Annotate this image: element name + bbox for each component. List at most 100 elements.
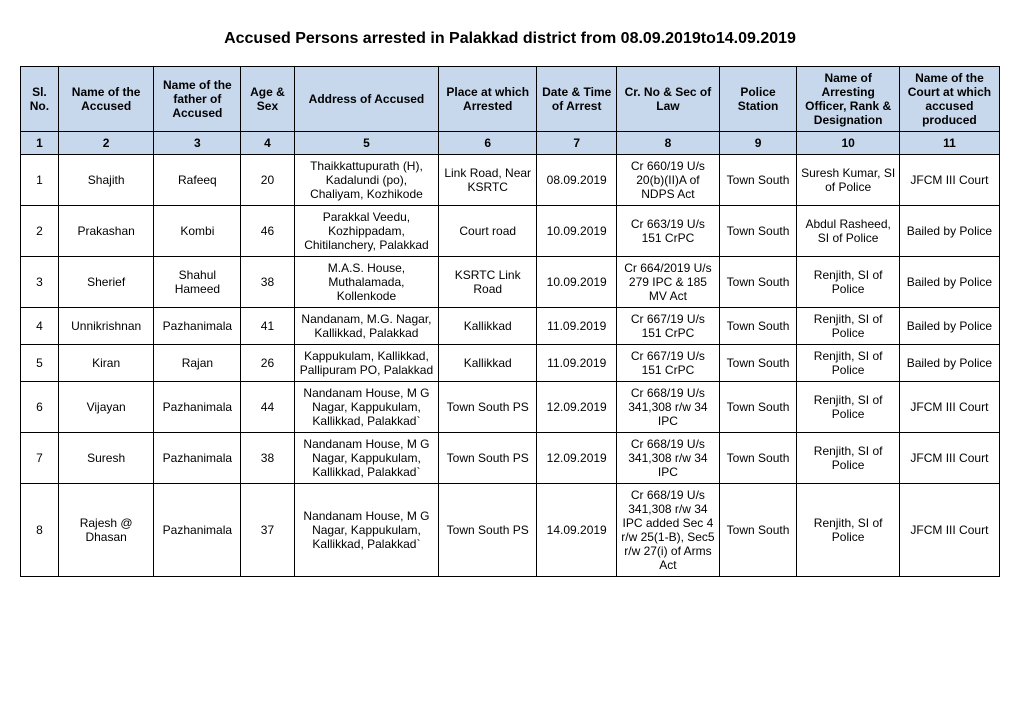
cell-sl: 6 bbox=[21, 382, 59, 433]
col-ps: Police Station bbox=[719, 67, 797, 132]
cell-ps: Town South bbox=[719, 484, 797, 577]
cell-age: 38 bbox=[241, 257, 294, 308]
cell-officer: Abdul Rasheed, SI of Police bbox=[797, 206, 899, 257]
cell-court: Bailed by Police bbox=[899, 257, 999, 308]
cell-date: 14.09.2019 bbox=[537, 484, 617, 577]
colnum: 8 bbox=[617, 132, 719, 155]
cell-sl: 1 bbox=[21, 155, 59, 206]
table-row: 8Rajesh @ DhasanPazhanimala37Nandanam Ho… bbox=[21, 484, 1000, 577]
header-row: Sl. No. Name of the Accused Name of the … bbox=[21, 67, 1000, 132]
col-name: Name of the Accused bbox=[58, 67, 154, 132]
cell-ps: Town South bbox=[719, 155, 797, 206]
cell-sl: 8 bbox=[21, 484, 59, 577]
cell-age: 20 bbox=[241, 155, 294, 206]
cell-sl: 5 bbox=[21, 345, 59, 382]
cell-court: Bailed by Police bbox=[899, 345, 999, 382]
cell-father: Pazhanimala bbox=[154, 484, 241, 577]
cell-crno: Cr 667/19 U/s 151 CrPC bbox=[617, 345, 719, 382]
cell-court: Bailed by Police bbox=[899, 308, 999, 345]
cell-age: 38 bbox=[241, 433, 294, 484]
cell-crno: Cr 668/19 U/s 341,308 r/w 34 IPC added S… bbox=[617, 484, 719, 577]
cell-father: Kombi bbox=[154, 206, 241, 257]
cell-officer: Renjith, SI of Police bbox=[797, 382, 899, 433]
cell-date: 12.09.2019 bbox=[537, 382, 617, 433]
table-row: 3SheriefShahul Hameed38M.A.S. House, Mut… bbox=[21, 257, 1000, 308]
cell-ps: Town South bbox=[719, 257, 797, 308]
table-row: 2PrakashanKombi46Parakkal Veedu, Kozhipp… bbox=[21, 206, 1000, 257]
cell-addr: Nandanam House, M G Nagar, Kappukulam, K… bbox=[294, 433, 439, 484]
col-date: Date & Time of Arrest bbox=[537, 67, 617, 132]
cell-place: Town South PS bbox=[439, 484, 537, 577]
cell-addr: Nandanam House, M G Nagar, Kappukulam, K… bbox=[294, 484, 439, 577]
col-sl: Sl. No. bbox=[21, 67, 59, 132]
cell-addr: Parakkal Veedu, Kozhippadam, Chitilanche… bbox=[294, 206, 439, 257]
table-row: 7SureshPazhanimala38Nandanam House, M G … bbox=[21, 433, 1000, 484]
cell-officer: Renjith, SI of Police bbox=[797, 433, 899, 484]
cell-officer: Renjith, SI of Police bbox=[797, 257, 899, 308]
cell-court: JFCM III Court bbox=[899, 382, 999, 433]
col-age: Age & Sex bbox=[241, 67, 294, 132]
col-addr: Address of Accused bbox=[294, 67, 439, 132]
cell-father: Pazhanimala bbox=[154, 308, 241, 345]
cell-name: Vijayan bbox=[58, 382, 154, 433]
cell-ps: Town South bbox=[719, 433, 797, 484]
cell-father: Pazhanimala bbox=[154, 433, 241, 484]
cell-sl: 4 bbox=[21, 308, 59, 345]
cell-addr: Nandanam House, M G Nagar, Kappukulam, K… bbox=[294, 382, 439, 433]
cell-ps: Town South bbox=[719, 308, 797, 345]
cell-sl: 2 bbox=[21, 206, 59, 257]
cell-name: Shajith bbox=[58, 155, 154, 206]
cell-crno: Cr 667/19 U/s 151 CrPC bbox=[617, 308, 719, 345]
cell-officer: Suresh Kumar, SI of Police bbox=[797, 155, 899, 206]
cell-father: Shahul Hameed bbox=[154, 257, 241, 308]
colnum: 6 bbox=[439, 132, 537, 155]
colnum: 10 bbox=[797, 132, 899, 155]
cell-place: Kallikkad bbox=[439, 345, 537, 382]
colnum: 3 bbox=[154, 132, 241, 155]
cell-sl: 7 bbox=[21, 433, 59, 484]
table-row: 6VijayanPazhanimala44Nandanam House, M G… bbox=[21, 382, 1000, 433]
cell-name: Suresh bbox=[58, 433, 154, 484]
cell-name: Sherief bbox=[58, 257, 154, 308]
cell-date: 11.09.2019 bbox=[537, 345, 617, 382]
cell-age: 37 bbox=[241, 484, 294, 577]
cell-sl: 3 bbox=[21, 257, 59, 308]
cell-addr: Thaikkattupurath (H), Kadalundi (po), Ch… bbox=[294, 155, 439, 206]
cell-addr: Kappukulam, Kallikkad, Pallipuram PO, Pa… bbox=[294, 345, 439, 382]
colnum: 7 bbox=[537, 132, 617, 155]
column-number-row: 1 2 3 4 5 6 7 8 9 10 11 bbox=[21, 132, 1000, 155]
cell-court: JFCM III Court bbox=[899, 433, 999, 484]
col-officer: Name of Arresting Officer, Rank & Design… bbox=[797, 67, 899, 132]
table-body: 1 2 3 4 5 6 7 8 9 10 11 1ShajithRafeeq20… bbox=[21, 132, 1000, 577]
colnum: 5 bbox=[294, 132, 439, 155]
cell-place: KSRTC Link Road bbox=[439, 257, 537, 308]
cell-addr: M.A.S. House, Muthalamada, Kollenkode bbox=[294, 257, 439, 308]
cell-father: Rafeeq bbox=[154, 155, 241, 206]
col-father: Name of the father of Accused bbox=[154, 67, 241, 132]
cell-name: Unnikrishnan bbox=[58, 308, 154, 345]
cell-date: 08.09.2019 bbox=[537, 155, 617, 206]
colnum: 2 bbox=[58, 132, 154, 155]
cell-crno: Cr 663/19 U/s 151 CrPC bbox=[617, 206, 719, 257]
col-crno: Cr. No & Sec of Law bbox=[617, 67, 719, 132]
cell-name: Kiran bbox=[58, 345, 154, 382]
cell-place: Court road bbox=[439, 206, 537, 257]
page-title: Accused Persons arrested in Palakkad dis… bbox=[20, 30, 1000, 48]
cell-ps: Town South bbox=[719, 382, 797, 433]
colnum: 11 bbox=[899, 132, 999, 155]
cell-date: 12.09.2019 bbox=[537, 433, 617, 484]
cell-date: 10.09.2019 bbox=[537, 206, 617, 257]
cell-date: 11.09.2019 bbox=[537, 308, 617, 345]
table-row: 5KiranRajan26Kappukulam, Kallikkad, Pall… bbox=[21, 345, 1000, 382]
cell-date: 10.09.2019 bbox=[537, 257, 617, 308]
cell-crno: Cr 664/2019 U/s 279 IPC & 185 MV Act bbox=[617, 257, 719, 308]
cell-officer: Renjith, SI of Police bbox=[797, 484, 899, 577]
cell-father: Pazhanimala bbox=[154, 382, 241, 433]
cell-court: JFCM III Court bbox=[899, 484, 999, 577]
col-court: Name of the Court at which accused produ… bbox=[899, 67, 999, 132]
colnum: 4 bbox=[241, 132, 294, 155]
cell-father: Rajan bbox=[154, 345, 241, 382]
cell-age: 44 bbox=[241, 382, 294, 433]
cell-crno: Cr 668/19 U/s 341,308 r/w 34 IPC bbox=[617, 433, 719, 484]
cell-place: Link Road, Near KSRTC bbox=[439, 155, 537, 206]
